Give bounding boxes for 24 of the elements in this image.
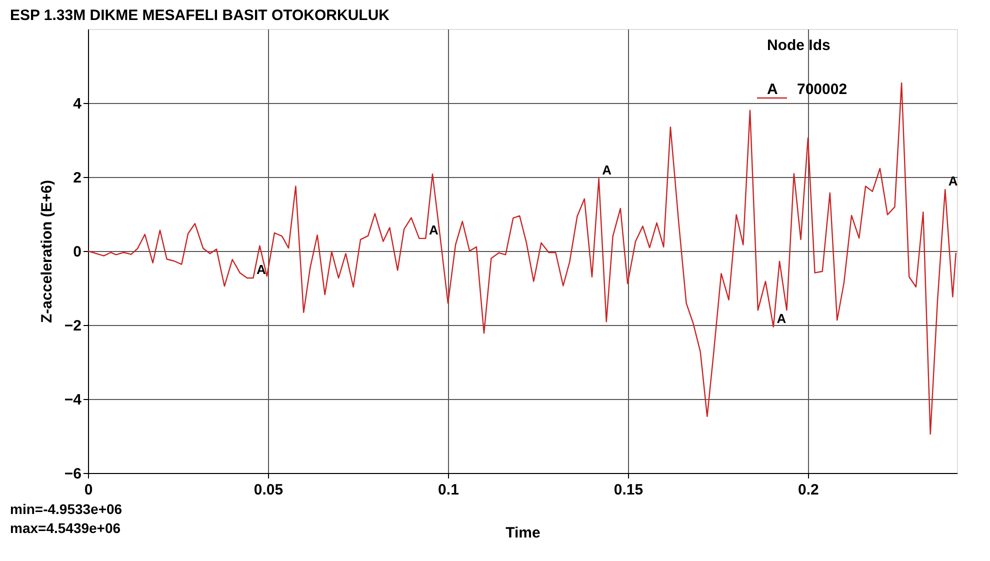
- y-tick-label: 2: [73, 170, 82, 186]
- y-tick-label: 4: [73, 96, 82, 112]
- y-tick-label: −4: [64, 392, 82, 408]
- x-tick-label: 0: [84, 482, 93, 498]
- text: min=-4.9533e+06: [10, 501, 122, 517]
- y-axis-title: Z-acceleration (E+6): [38, 180, 56, 323]
- line-series: [87, 82, 957, 435]
- x-tick-label: 0.05: [254, 482, 284, 498]
- annotation: A: [428, 222, 439, 238]
- y-tick-label: −6: [64, 466, 82, 482]
- annotation: A: [256, 262, 267, 278]
- chart-title: ESP 1.33M DIKME MESAFELI BASIT OTOKORKULUK: [10, 7, 390, 24]
- legend-title: Node Ids: [767, 37, 830, 54]
- x-tick-label: 0.2: [798, 482, 819, 498]
- annotation: A: [776, 310, 787, 326]
- x-tick-label: 0.15: [614, 482, 644, 498]
- x-axis-title: Time: [506, 524, 540, 542]
- annotation: A: [948, 174, 958, 189]
- x-tick-label: 0.1: [438, 482, 459, 498]
- text: max=4.5439e+06: [10, 520, 121, 536]
- text: A: [767, 81, 778, 98]
- y-tick-label: 0: [73, 244, 82, 260]
- annotation: A: [602, 162, 612, 178]
- y-tick-label: −2: [64, 318, 82, 334]
